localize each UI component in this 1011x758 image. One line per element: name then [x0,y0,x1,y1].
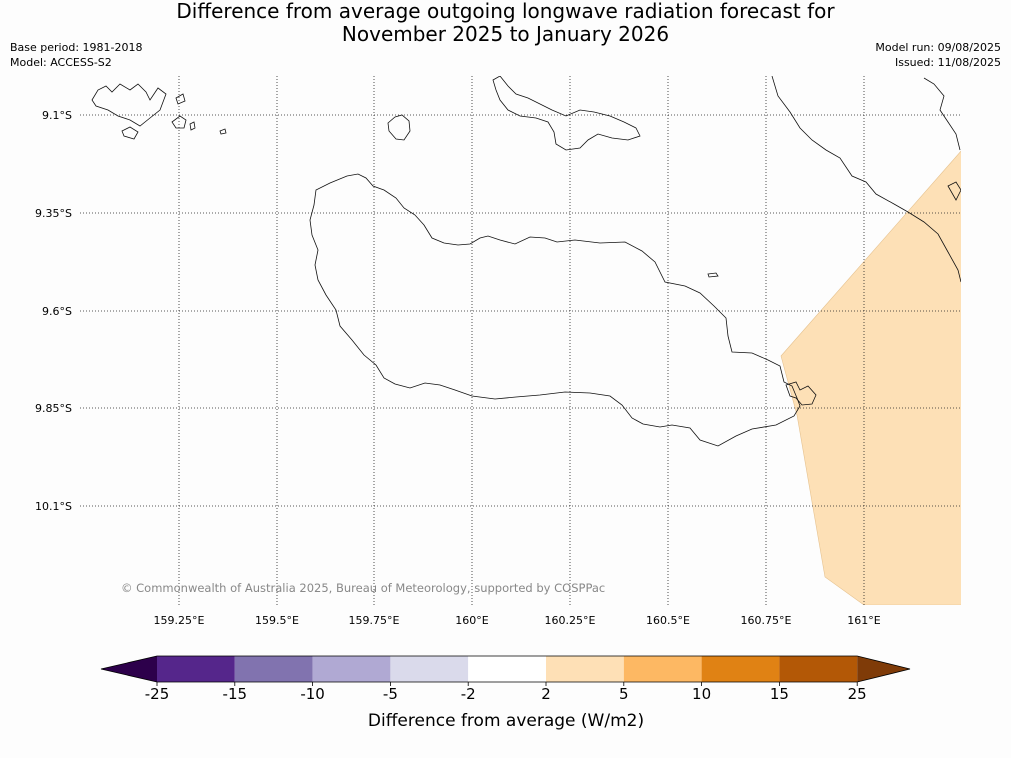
guadalcanal-coastline [309,173,801,447]
colorbar-extend-low [101,656,157,682]
lat-label: 10.1°S [35,500,72,513]
meta-left: Base period: 1981-2018 Model: ACCESS-S2 [10,40,142,70]
colorbar-tick-label: -15 [223,685,248,703]
lon-label: 159.25°E [154,614,205,627]
islet-coastline [707,272,719,278]
russell-islet-coastline [189,121,196,131]
title-line-1: Difference from average outgoing longwav… [176,0,835,23]
colorbar-title: Difference from average (W/m2) [368,711,644,731]
russell-islet-coastline [219,128,227,135]
colorbar-tick-label: -25 [145,685,170,703]
colorbar-tick-label: 5 [619,685,629,703]
base-period-text: Base period: 1981-2018 [10,41,143,54]
lon-label: 160°E [455,614,488,627]
chart-title: Difference from average outgoing longwav… [0,0,1011,46]
colorbar-tick-label: 10 [692,685,711,703]
malaita-tip-coastline [947,181,961,201]
savo-coastline [387,114,411,141]
colorbar-segment [468,656,546,682]
malaita-coastline [771,76,961,283]
lon-label: 160.5°E [646,614,690,627]
colorbar-segment [157,656,235,682]
lat-label: 9.35°S [35,207,72,220]
gridlines [80,76,961,605]
russell-islands-coastline [91,83,167,127]
russell-islet-coastline [175,93,186,105]
lon-label: 159.75°E [349,614,400,627]
lat-label: 9.6°S [42,305,72,318]
colorbar-segment [623,656,702,682]
lon-label: 159.5°E [255,614,299,627]
russell-islet-coastline [171,115,187,129]
colorbar-extend-high [857,656,910,682]
lon-label: 160.25°E [545,614,596,627]
colorbar-segment [312,656,391,682]
colorbar-tick-label: -2 [461,685,476,703]
issued-text: Issued: 11/08/2025 [894,56,1001,69]
lon-label: 160.75°E [741,614,792,627]
coastlines [91,76,961,447]
anomaly-region-2-to-5 [780,150,961,605]
lat-label: 9.85°S [35,402,72,415]
malaita-north-coastline [923,77,961,151]
island-coastline [785,381,817,406]
colorbar-segment [546,656,624,682]
russell-islet-coastline [121,126,139,140]
colorbar-tick-label: 25 [848,685,867,703]
colorbar-segment [779,656,858,682]
title-line-2: November 2025 to January 2026 [341,22,670,46]
colorbar-segment [234,656,313,682]
model-text: Model: ACCESS-S2 [10,56,112,69]
lon-label: 161°E [847,614,880,627]
copyright-text: © Commonwealth of Australia 2025, Bureau… [121,581,605,595]
lat-label: 9.1°S [42,109,72,122]
colorbar-tick-label: 2 [541,685,551,703]
florida-islands-coastline [492,76,641,151]
colorbar-tick-label: 15 [770,685,789,703]
colorbar: -25 -15 -10 -5 -2 2 5 10 15 25 [100,655,911,703]
colorbar-segment [701,656,780,682]
colorbar-segment [390,656,469,682]
longitude-labels: 159.25°E 159.5°E 159.75°E 160°E 160.25°E… [154,614,881,627]
latitude-labels: 9.1°S 9.35°S 9.6°S 9.85°S 10.1°S [35,109,72,513]
model-run-text: Model run: 09/08/2025 [875,41,1001,54]
colorbar-tick-label: -5 [383,685,398,703]
colorbar-tick-label: -10 [300,685,325,703]
meta-right: Model run: 09/08/2025 Issued: 11/08/2025 [875,40,1001,70]
